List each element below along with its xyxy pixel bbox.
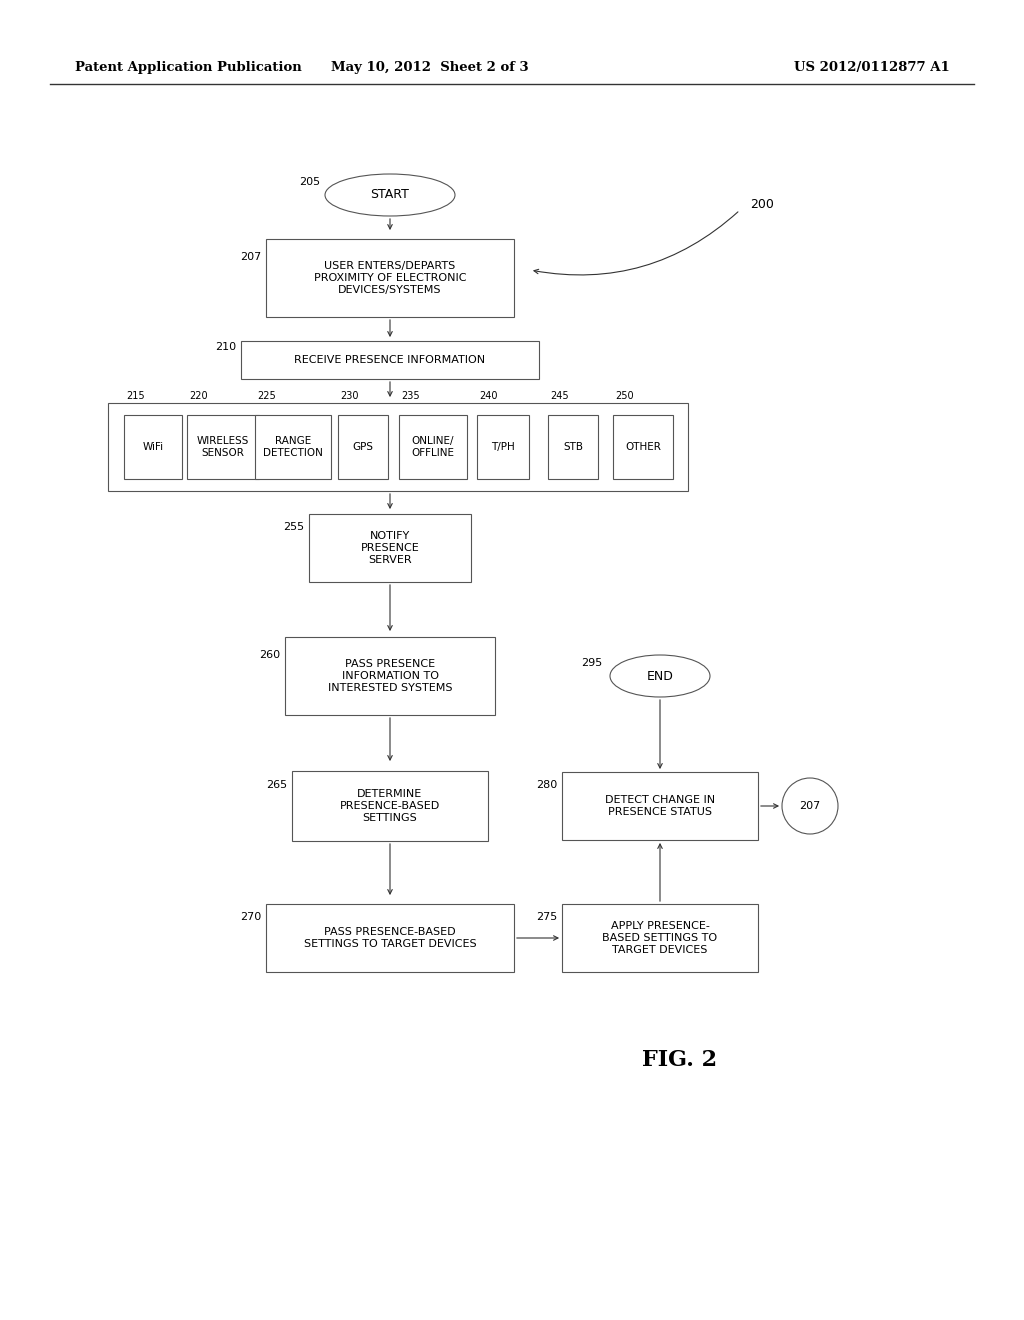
Text: PASS PRESENCE
INFORMATION TO
INTERESTED SYSTEMS: PASS PRESENCE INFORMATION TO INTERESTED … xyxy=(328,659,453,693)
Text: 255: 255 xyxy=(283,521,304,532)
Bar xyxy=(266,239,514,317)
Text: 200: 200 xyxy=(750,198,774,211)
Text: PASS PRESENCE-BASED
SETTINGS TO TARGET DEVICES: PASS PRESENCE-BASED SETTINGS TO TARGET D… xyxy=(304,927,476,949)
Text: WiFi: WiFi xyxy=(142,442,164,451)
Bar xyxy=(399,414,467,479)
Bar xyxy=(266,904,514,972)
Text: RECEIVE PRESENCE INFORMATION: RECEIVE PRESENCE INFORMATION xyxy=(295,355,485,366)
Text: 295: 295 xyxy=(581,657,602,668)
Text: 265: 265 xyxy=(266,780,287,789)
Text: NOTIFY
PRESENCE
SERVER: NOTIFY PRESENCE SERVER xyxy=(360,531,420,565)
Text: APPLY PRESENCE-
BASED SETTINGS TO
TARGET DEVICES: APPLY PRESENCE- BASED SETTINGS TO TARGET… xyxy=(602,920,718,956)
Text: 260: 260 xyxy=(259,649,280,660)
Text: 225: 225 xyxy=(257,391,275,401)
Text: 270: 270 xyxy=(240,912,261,921)
Bar xyxy=(108,403,688,491)
Text: 207: 207 xyxy=(800,801,820,810)
Text: GPS: GPS xyxy=(352,442,374,451)
Bar xyxy=(477,414,529,479)
Ellipse shape xyxy=(325,174,455,216)
Bar xyxy=(338,414,388,479)
Text: 235: 235 xyxy=(401,391,420,401)
Text: 275: 275 xyxy=(536,912,557,921)
Bar xyxy=(562,772,758,840)
Text: T/PH: T/PH xyxy=(492,442,515,451)
Bar xyxy=(613,414,673,479)
Bar xyxy=(309,513,471,582)
Bar xyxy=(124,414,182,479)
Text: May 10, 2012  Sheet 2 of 3: May 10, 2012 Sheet 2 of 3 xyxy=(331,62,528,74)
Bar xyxy=(187,414,259,479)
Text: 245: 245 xyxy=(550,391,568,401)
Text: US 2012/0112877 A1: US 2012/0112877 A1 xyxy=(795,62,950,74)
Text: 210: 210 xyxy=(215,342,236,352)
Text: DETERMINE
PRESENCE-BASED
SETTINGS: DETERMINE PRESENCE-BASED SETTINGS xyxy=(340,788,440,824)
Ellipse shape xyxy=(610,655,710,697)
Text: ONLINE/
OFFLINE: ONLINE/ OFFLINE xyxy=(412,436,455,458)
Bar xyxy=(548,414,598,479)
Text: FIG. 2: FIG. 2 xyxy=(642,1049,718,1071)
Bar xyxy=(241,341,539,379)
Text: 215: 215 xyxy=(126,391,144,401)
Text: END: END xyxy=(646,669,674,682)
Text: 230: 230 xyxy=(340,391,358,401)
Bar xyxy=(292,771,488,841)
Text: 240: 240 xyxy=(479,391,498,401)
Text: USER ENTERS/DEPARTS
PROXIMITY OF ELECTRONIC
DEVICES/SYSTEMS: USER ENTERS/DEPARTS PROXIMITY OF ELECTRO… xyxy=(313,260,466,296)
Text: STB: STB xyxy=(563,442,583,451)
Text: DETECT CHANGE IN
PRESENCE STATUS: DETECT CHANGE IN PRESENCE STATUS xyxy=(605,795,715,817)
Bar xyxy=(562,904,758,972)
Text: START: START xyxy=(371,189,410,202)
Text: 220: 220 xyxy=(189,391,208,401)
Text: Patent Application Publication: Patent Application Publication xyxy=(75,62,302,74)
Text: 207: 207 xyxy=(240,252,261,261)
Text: OTHER: OTHER xyxy=(625,442,660,451)
Text: WIRELESS
SENSOR: WIRELESS SENSOR xyxy=(197,436,249,458)
Bar xyxy=(285,638,495,715)
Text: RANGE
DETECTION: RANGE DETECTION xyxy=(263,436,323,458)
Bar xyxy=(255,414,331,479)
Text: 250: 250 xyxy=(615,391,634,401)
Circle shape xyxy=(782,777,838,834)
Text: 205: 205 xyxy=(299,177,319,187)
Text: 280: 280 xyxy=(536,780,557,789)
